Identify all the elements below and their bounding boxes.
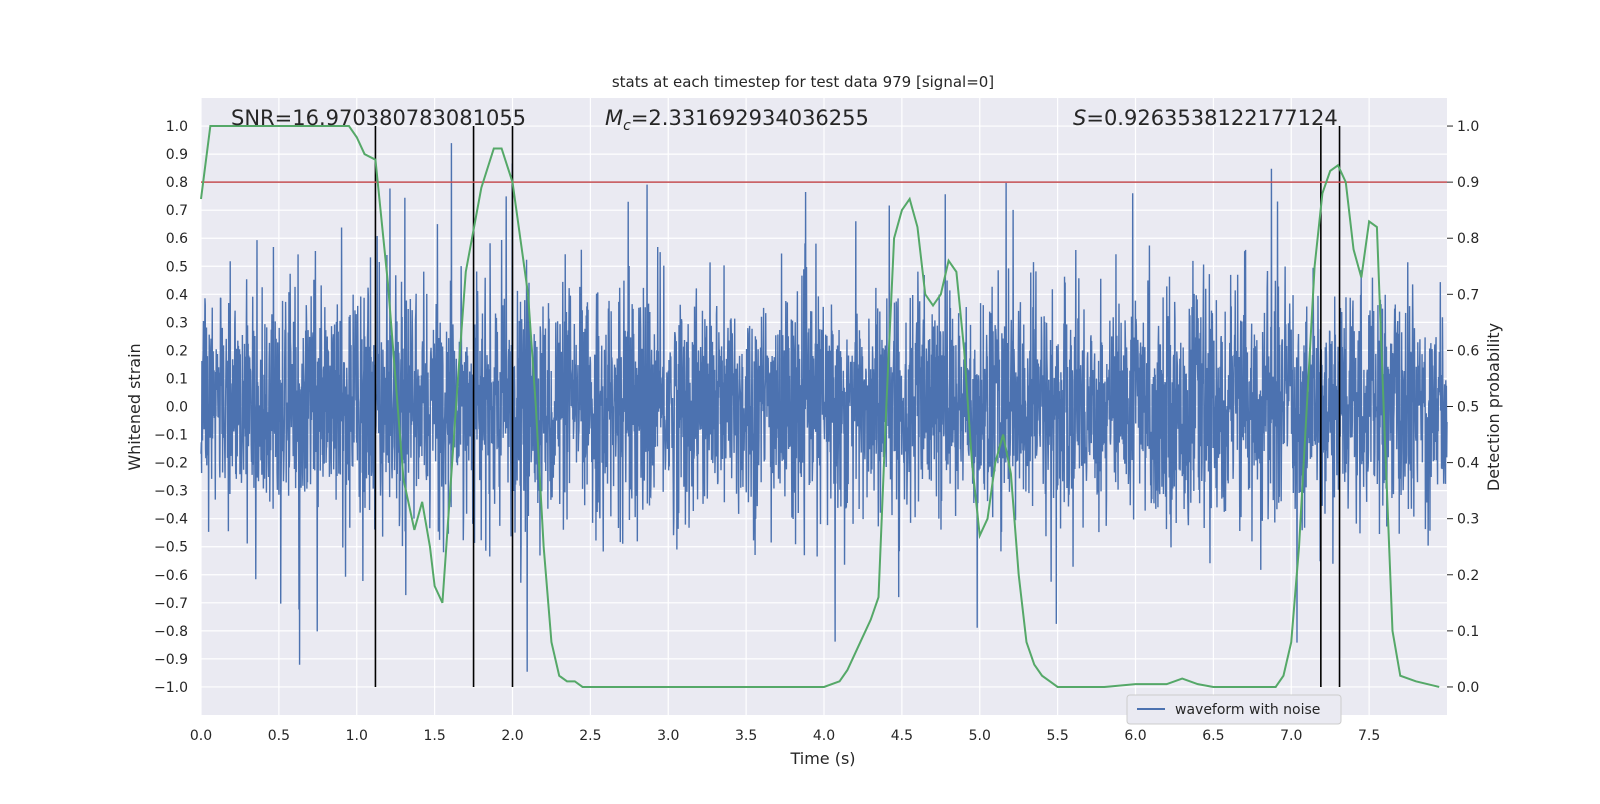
x-tick-label: 4.5 [891,728,913,744]
y-tick-label: −0.1 [154,428,188,444]
annotations: SNR=16.970380783081055 Mc=2.331692934036… [231,106,1338,134]
axis-ticks: 0.0 0.5 1.0 1.5 2.0 2.5 3.0 3.5 4.0 4.5 5.0 5.5 6.0 6… [154,119,1479,744]
legend-label-waveform: waveform with noise [1175,702,1320,718]
y-tick-label: 0.7 [166,203,188,219]
y-tick-label: 0.1 [166,371,188,387]
y-tick-label: −0.2 [154,456,188,472]
y2-tick-label: 0.9 [1457,175,1479,191]
waveform-path [200,143,1448,672]
x-tick-label: 5.0 [969,728,991,744]
x-tick-label: 1.5 [423,728,445,744]
y-tick-label: 0.0 [166,400,188,416]
x-tick-label: 6.0 [1124,728,1146,744]
x-tick-label: 7.0 [1280,728,1302,744]
probability-series [200,125,1440,688]
x-tick-label: 0.0 [190,728,212,744]
y-tick-label: 0.8 [166,175,188,191]
y-tick-label: 0.6 [166,231,188,247]
y2-tick-label: 0.2 [1457,568,1479,584]
x-tick-label: 5.5 [1046,728,1068,744]
chart-title: stats at each timestep for test data 979… [612,73,994,91]
y-tick-label: −0.4 [154,512,188,528]
y-tick-label: −0.5 [154,540,188,556]
y-tick-label: −0.8 [154,624,188,640]
annotation-score: S=0.9263538122177124 [1073,106,1338,130]
x-tick-label: 7.5 [1358,728,1380,744]
legend: waveform with noise [1126,694,1342,725]
y2-axis-label: Detection probability [1484,323,1503,491]
y-tick-label: 0.3 [166,315,188,331]
x-tick-label: 6.5 [1202,728,1224,744]
y-tick-label: −0.9 [154,652,188,668]
waveform-series [200,143,1448,672]
vertical-markers [374,126,1341,687]
x-tick-label: 3.5 [735,728,757,744]
y-axis-label: Whitened strain [125,343,144,470]
y2-tick-label: 0.0 [1457,680,1479,696]
x-tick-label: 4.0 [813,728,835,744]
y2-tick-label: 0.4 [1457,456,1479,472]
y2-tick-label: 0.6 [1457,343,1479,359]
y-tick-label: −0.3 [154,484,188,500]
y2-tick-label: 1.0 [1457,119,1479,135]
annotation-chirp-mass: Mc=2.331692934036255 [605,106,869,134]
x-tick-label: 2.0 [501,728,523,744]
y2-tick-label: 0.8 [1457,231,1479,247]
x-axis-label: Time (s) [789,749,855,768]
x-tick-label: 0.5 [268,728,290,744]
y-tick-label: −0.7 [154,596,188,612]
y-tick-label: −0.6 [154,568,188,584]
y2-tick-label: 0.7 [1457,287,1479,303]
annotation-snr: SNR=16.970380783081055 [231,106,526,130]
y-tick-label: 0.5 [166,259,188,275]
x-tick-label: 1.0 [346,728,368,744]
y2-tick-label: 0.3 [1457,512,1479,528]
y-tick-label: 0.4 [166,287,188,303]
x-tick-label: 3.0 [657,728,679,744]
y2-tick-label: 0.1 [1457,624,1479,640]
y-tick-label: 0.9 [166,147,188,163]
y-tick-label: −1.0 [154,680,188,696]
y-tick-label: 0.2 [166,343,188,359]
probability-path [200,125,1440,688]
y2-tick-label: 0.5 [1457,400,1479,416]
y-tick-label: 1.0 [166,119,188,135]
x-tick-label: 2.5 [579,728,601,744]
legend-box [1126,694,1342,725]
